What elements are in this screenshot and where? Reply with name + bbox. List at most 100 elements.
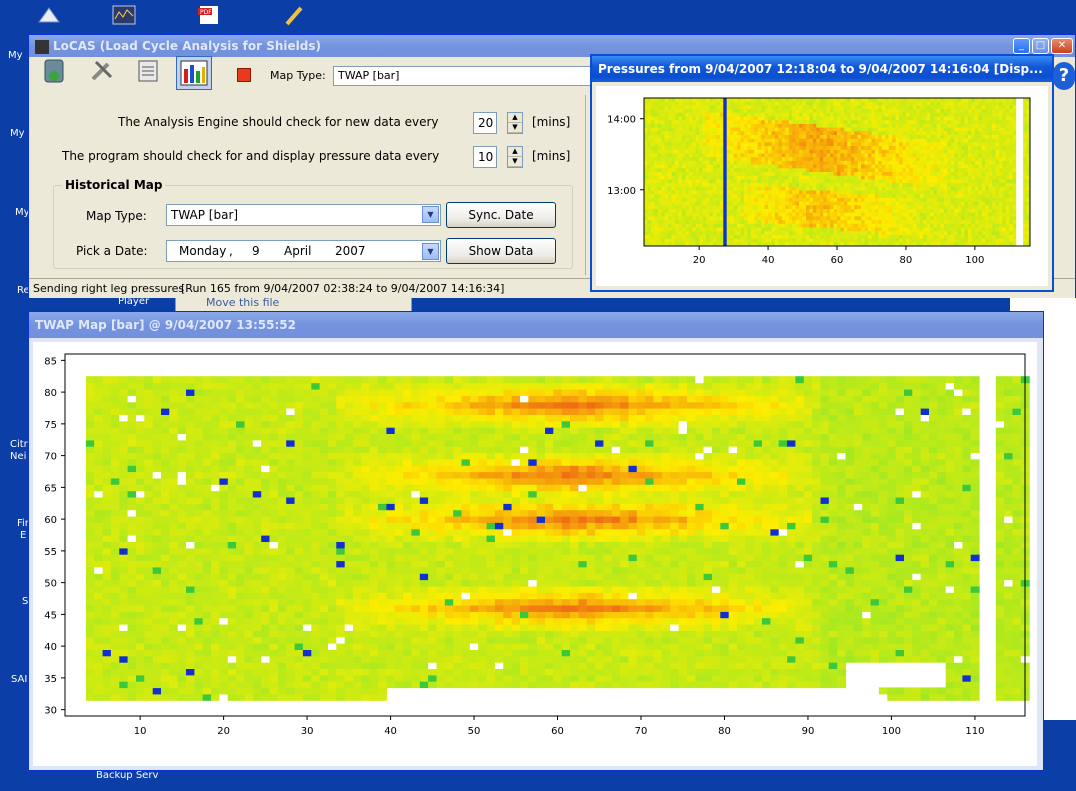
desktop-label[interactable]: SAI	[11, 674, 28, 685]
desktop-label: Player	[118, 296, 150, 307]
date-picker[interactable]: Monday , 9 April 2007	[166, 240, 441, 262]
y-tick-label: 70	[44, 452, 57, 463]
locas-titlebar[interactable]: LoCAS (Load Cycle Analysis for Shields)	[29, 35, 1075, 57]
analysis-interval-input[interactable]: 20	[473, 112, 497, 134]
y-tick-label: 50	[44, 579, 57, 590]
x-tick-label: 40	[384, 726, 397, 737]
date-month: April	[284, 244, 312, 258]
twap-plot-frame	[64, 353, 1026, 717]
pressures-window: Pressures from 9/04/2007 12:18:04 to 9/0…	[590, 54, 1054, 292]
date-number: 9	[252, 244, 260, 258]
pressures-heatmap: 20 40 60 80 100 13:00 14:00	[607, 97, 1031, 266]
desktop-label[interactable]: Nei	[10, 451, 27, 462]
analysis-interval-label: The Analysis Engine should check for new…	[118, 115, 439, 129]
y-tick-label: 35	[44, 674, 57, 685]
chart-tool-button[interactable]	[176, 56, 212, 90]
hist-map-type-select[interactable]: TWAP [bar]	[166, 204, 441, 226]
desktop-label[interactable]: Fir	[17, 518, 29, 529]
background-window-text: Move this file	[206, 296, 280, 309]
network-icon[interactable]	[36, 4, 62, 26]
x-tick-label: 20	[217, 726, 230, 737]
y-tick-label: 13:00	[607, 186, 636, 197]
analysis-interval-spinner[interactable]: ▲ ▼	[507, 112, 523, 134]
x-tick-label: 100	[965, 255, 984, 266]
x-tick-label: 60	[831, 255, 844, 266]
twap-titlebar[interactable]: TWAP Map [bar] @ 9/04/2007 13:55:52	[29, 312, 1043, 338]
panel-divider	[585, 95, 596, 275]
status-text: Sending right leg pressures	[33, 282, 185, 295]
desktop-label[interactable]: My	[15, 207, 30, 218]
twap-title: TWAP Map [bar] @ 9/04/2007 13:55:52	[35, 318, 296, 332]
sync-date-button[interactable]: Sync. Date	[446, 202, 556, 228]
svg-text:PDF: PDF	[200, 9, 212, 16]
twap-heatmap: 10 20 30 40 50 60 70 80 90 100 110 30 35 40 45 50 55 60 65…	[44, 353, 1030, 737]
status-indicator-icon	[237, 68, 251, 82]
display-interval-label: The program should check for and display…	[62, 149, 440, 163]
map-type-label: Map Type:	[270, 69, 326, 82]
analysis-interval-unit: [mins]	[532, 115, 571, 129]
y-tick-label: 60	[44, 515, 57, 526]
x-tick-label: 90	[802, 726, 815, 737]
desktop-label[interactable]: E	[20, 530, 27, 541]
desktop-label[interactable]: Backup Serv	[96, 770, 159, 781]
close-button[interactable]: ✕	[1051, 38, 1073, 54]
calendar-dropdown-icon[interactable]: ▼	[422, 243, 439, 260]
x-tick-label: 100	[882, 726, 901, 737]
desktop-label[interactable]: My	[8, 50, 23, 61]
hist-map-type-label: Map Type:	[86, 209, 147, 223]
help-icon[interactable]: ?	[1053, 62, 1075, 90]
historical-map-group: Historical Map	[53, 178, 573, 269]
chart-app-icon[interactable]	[111, 4, 137, 26]
pressures-titlebar[interactable]: Pressures from 9/04/2007 12:18:04 to 9/0…	[592, 56, 1052, 82]
x-tick-label: 80	[900, 255, 913, 266]
date-separator: ,	[229, 244, 233, 258]
x-tick-label: 80	[718, 726, 731, 737]
map-type-select[interactable]: TWAP [bar]	[333, 66, 595, 86]
trash-icon[interactable]	[40, 56, 68, 84]
y-tick-label: 65	[44, 483, 57, 494]
twap-window: TWAP Map [bar] @ 9/04/2007 13:55:52 10 20…	[28, 311, 1044, 771]
x-tick-label: 20	[693, 255, 706, 266]
desktop-label[interactable]: S	[22, 596, 29, 607]
x-tick-label: 40	[762, 255, 775, 266]
historical-map-title: Historical Map	[62, 178, 166, 192]
y-tick-label: 75	[44, 420, 57, 431]
window-title: LoCAS (Load Cycle Analysis for Shields)	[53, 39, 321, 53]
x-tick-label: 50	[468, 726, 481, 737]
pressures-plot-area: 20 40 60 80 100 13:00 14:00	[596, 86, 1048, 286]
pick-date-label: Pick a Date:	[76, 244, 148, 258]
y-tick-label: 85	[44, 356, 57, 367]
pdf-icon[interactable]: PDF	[196, 4, 222, 26]
date-year: 2007	[335, 244, 366, 258]
chevron-down-icon[interactable]: ▼	[422, 206, 439, 223]
x-tick-label: 110	[965, 726, 984, 737]
status-bar: Sending right leg pressures [Run 165 fro…	[29, 278, 1075, 298]
twap-cells	[85, 376, 1030, 701]
desktop-label[interactable]: Citr	[10, 439, 28, 450]
app-icon	[35, 39, 49, 54]
y-tick-label: 14:00	[607, 115, 636, 126]
desktop-label[interactable]: Re	[17, 285, 30, 296]
date-day: Monday	[179, 244, 227, 258]
x-tick-label: 30	[301, 726, 314, 737]
bar-chart-icon	[180, 60, 208, 86]
pencil-icon[interactable]	[281, 4, 307, 26]
status-run-text: [Run 165 from 9/04/2007 02:38:24 to 9/04…	[181, 282, 505, 295]
pressures-title: Pressures from 9/04/2007 12:18:04 to 9/0…	[598, 62, 1043, 76]
tools-icon[interactable]	[88, 56, 116, 84]
twap-plot-area: 10 20 30 40 50 60 70 80 90 100 110 30 35 40 45 50 55 60 65…	[33, 342, 1037, 766]
display-interval-spinner[interactable]: ▲ ▼	[507, 146, 523, 168]
y-tick-label: 30	[44, 706, 57, 717]
show-data-button[interactable]: Show Data	[446, 238, 556, 264]
y-tick-label: 55	[44, 547, 57, 558]
maximize-button[interactable]: □	[1032, 38, 1049, 54]
y-tick-label: 45	[44, 610, 57, 621]
x-tick-label: 70	[635, 726, 648, 737]
notepad-icon[interactable]	[134, 56, 162, 84]
x-tick-label: 60	[551, 726, 564, 737]
pressures-cells	[644, 98, 1031, 247]
x-tick-label: 10	[134, 726, 147, 737]
display-interval-input[interactable]: 10	[473, 146, 497, 168]
minimize-button[interactable]: _	[1013, 38, 1030, 54]
desktop-label[interactable]: My	[10, 128, 25, 139]
